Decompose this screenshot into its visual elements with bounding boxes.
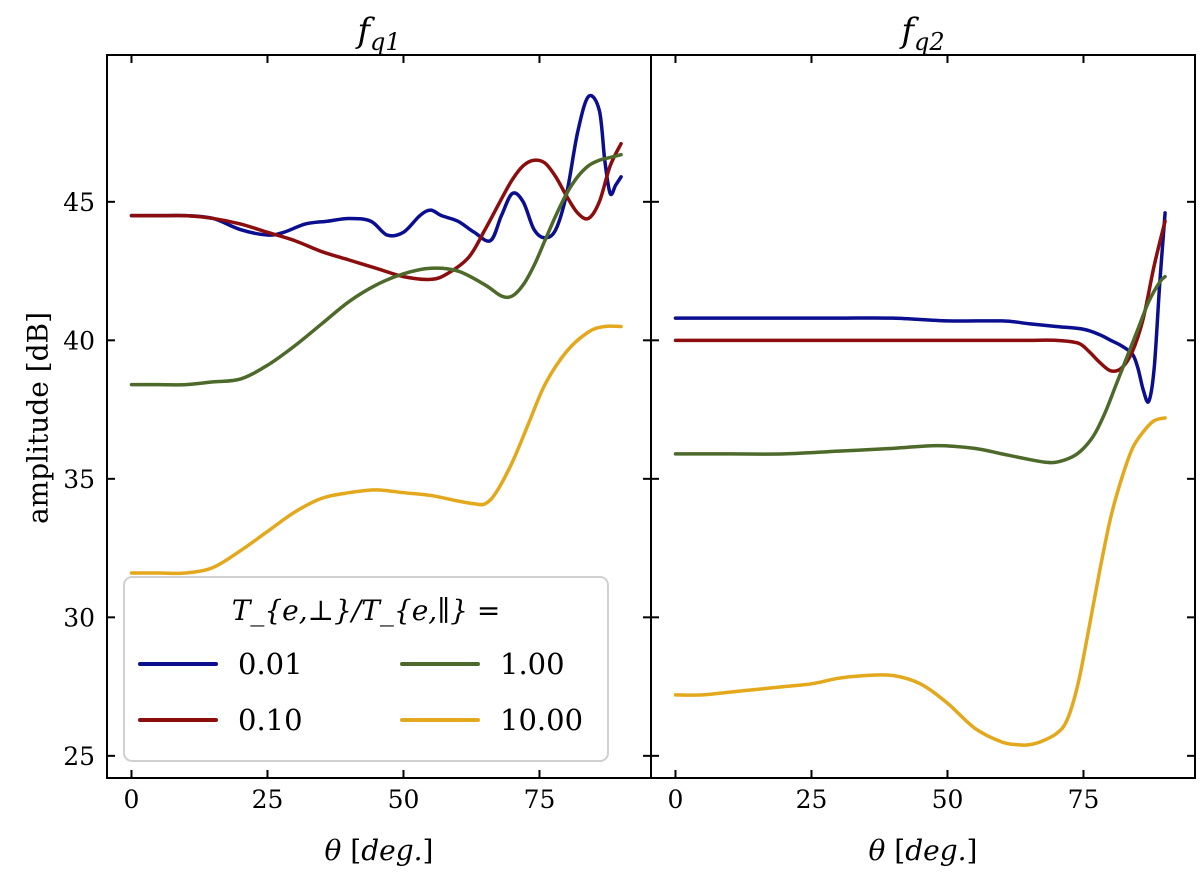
- legend-label-10.00: 10.00: [500, 703, 583, 737]
- series-line-0.10: [129, 141, 623, 282]
- panel-fq2: 0 25 50 75 fq2 θ [deg.]: [650, 11, 1196, 867]
- panel-fq1: 0 25 50 75 25 30 35 40 45 fq1 θ [deg.]: [63, 11, 652, 867]
- x-tick-label: 75: [1068, 785, 1100, 814]
- legend-label-0.01: 0.01: [238, 647, 303, 681]
- x-axis-label-close-bracket: ]: [967, 834, 978, 867]
- x-axis-label-unit: deg.: [905, 834, 966, 867]
- x-tick-label: 25: [252, 785, 284, 814]
- series-line-10.00: [129, 324, 623, 576]
- x-axis-label-close-bracket: ]: [423, 834, 434, 867]
- y-tick-label: 40: [63, 326, 95, 355]
- x-axis-label-symbol: θ: [325, 834, 351, 867]
- panel-title-subscript: q2: [914, 28, 945, 56]
- y-tick-label: 30: [63, 603, 95, 632]
- legend-title: T_{e,⊥}/T_{e,∥} =: [232, 594, 501, 627]
- series-line-1.00: [673, 274, 1167, 465]
- y-tick-label: 35: [63, 465, 95, 494]
- x-axis-label-symbol: θ: [869, 834, 895, 867]
- x-tick-label: 50: [932, 785, 964, 814]
- series-line-10.00: [673, 416, 1167, 747]
- legend-box: [123, 576, 609, 762]
- x-axis-label-open-bracket: [: [894, 834, 905, 867]
- x-tick-label: 50: [388, 785, 420, 814]
- x-axis-label: θ [deg.]: [325, 834, 434, 867]
- legend-label-1.00: 1.00: [500, 647, 565, 681]
- y-axis-label: amplitude [dB]: [22, 312, 55, 524]
- x-tick-label: 0: [668, 785, 684, 814]
- x-axis-label-unit: deg.: [361, 834, 422, 867]
- legend: T_{e,⊥}/T_{e,∥} = 0.01 0.10 1.00 10.00: [123, 576, 609, 762]
- series-group: [129, 93, 623, 576]
- panel-title-subscript: q1: [370, 28, 401, 56]
- x-tick-label: 75: [524, 785, 556, 814]
- y-tick-label: 45: [63, 188, 95, 217]
- legend-label-0.10: 0.10: [238, 703, 303, 737]
- x-axis-label: θ [deg.]: [869, 834, 978, 867]
- x-tick-label: 25: [796, 785, 828, 814]
- x-axis-label-open-bracket: [: [350, 834, 361, 867]
- x-tick-label: 0: [124, 785, 140, 814]
- plot-frame: [650, 54, 1196, 779]
- y-tick-label: 25: [63, 742, 95, 771]
- series-group: [673, 211, 1167, 747]
- panel-title: fq1: [354, 11, 400, 56]
- series-line-1.00: [129, 152, 623, 387]
- series-line-0.10: [673, 219, 1167, 373]
- panel-title: fq2: [898, 11, 944, 56]
- series-line-0.01: [673, 211, 1167, 404]
